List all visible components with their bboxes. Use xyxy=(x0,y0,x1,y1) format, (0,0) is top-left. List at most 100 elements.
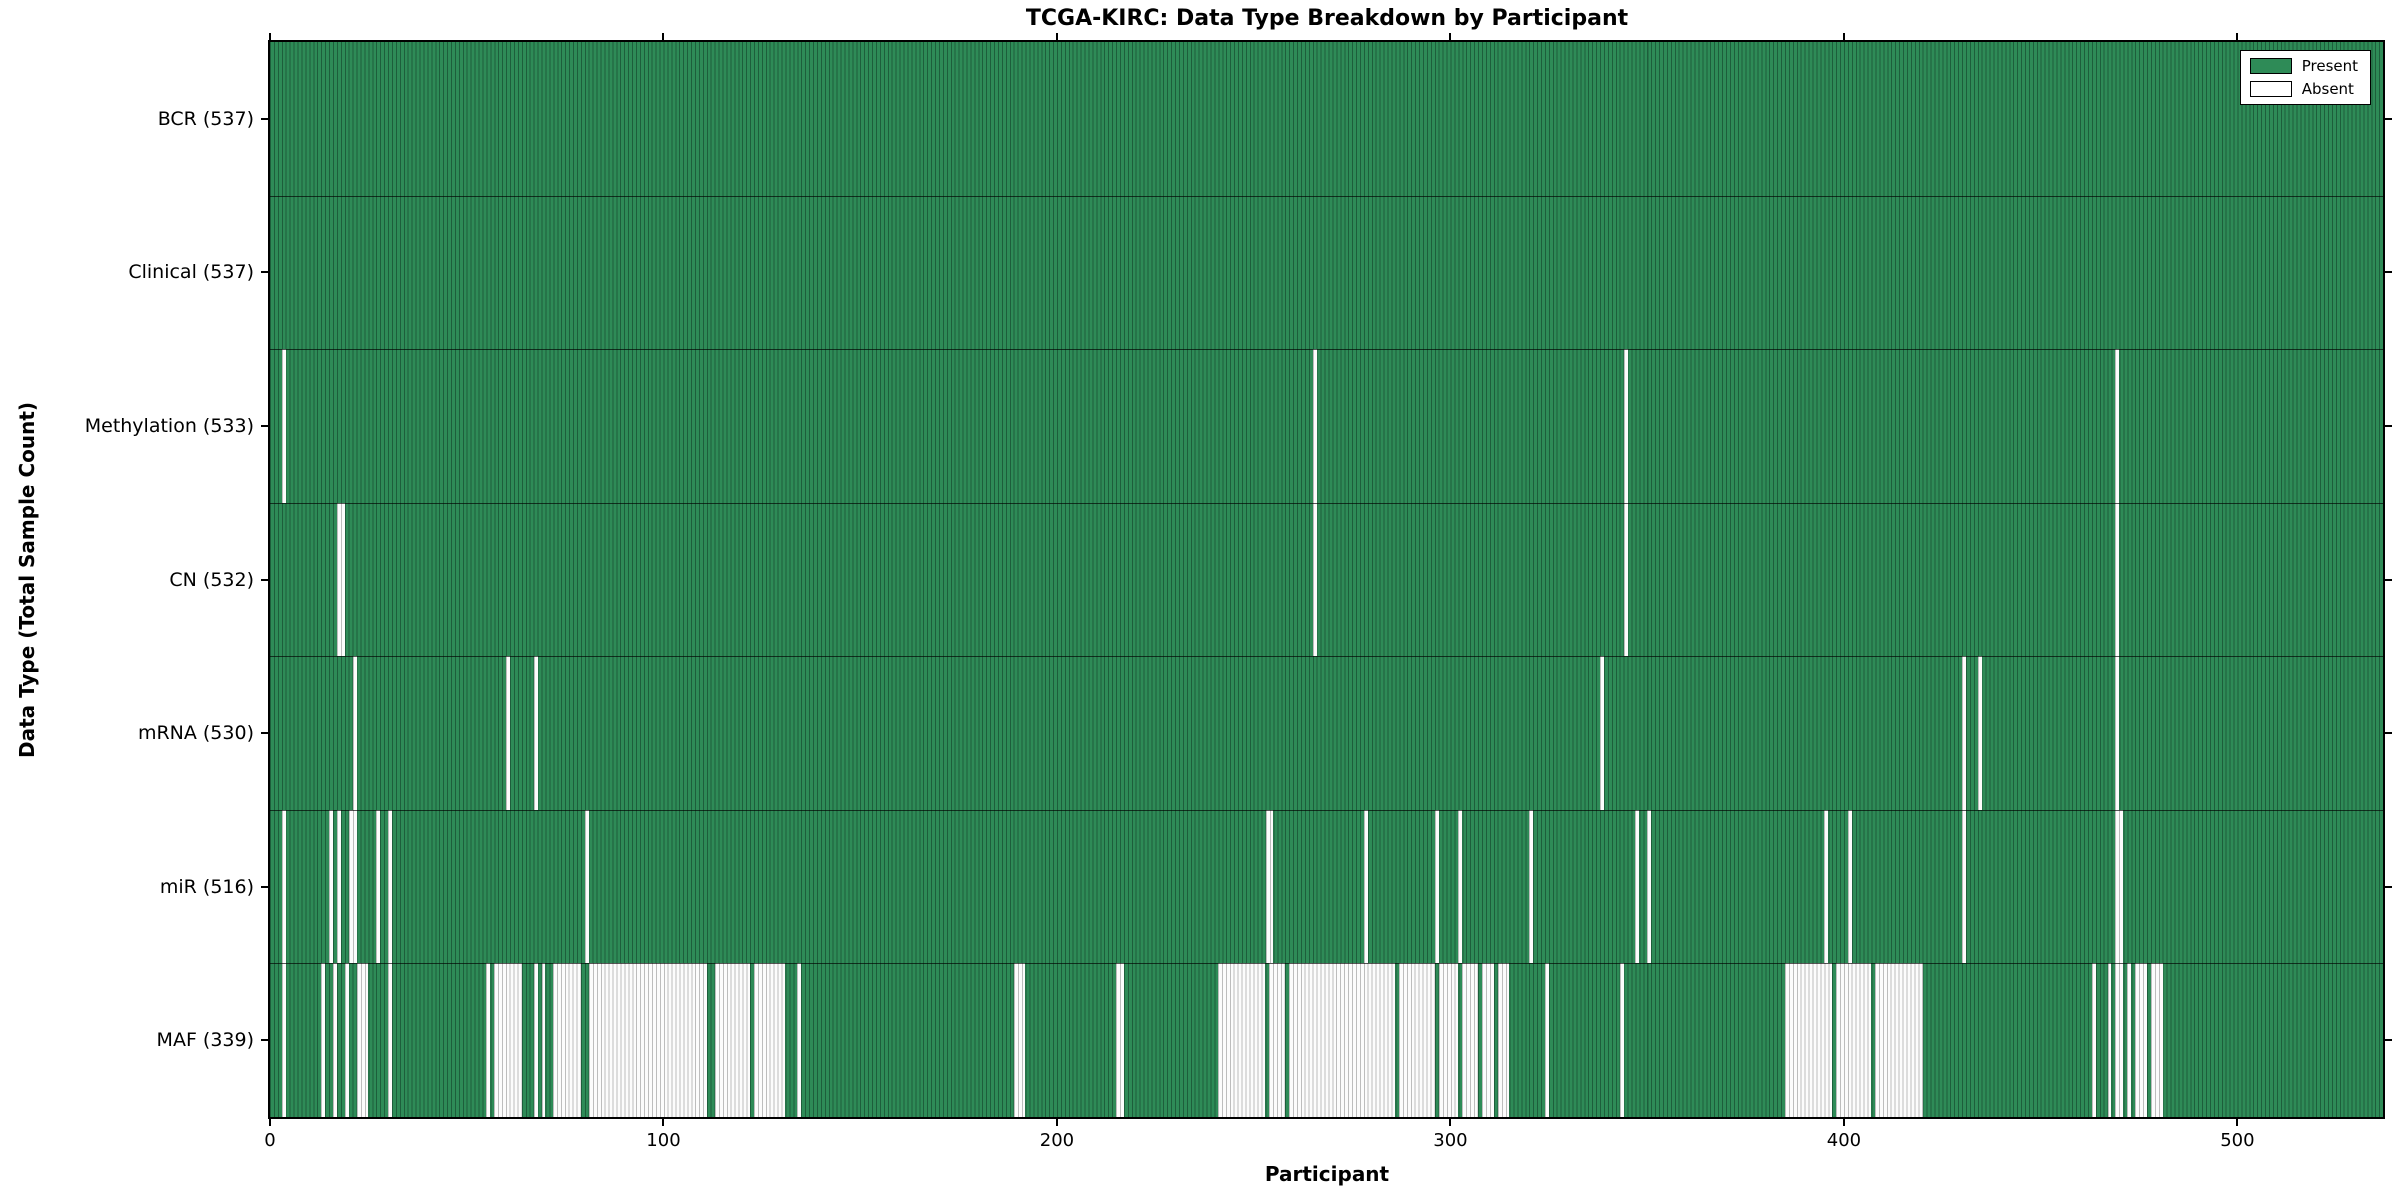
y-tick xyxy=(2383,424,2392,427)
row-separator xyxy=(270,656,2383,658)
absent-stripe xyxy=(2091,963,2096,1117)
absent-stripe xyxy=(1961,809,1966,964)
absent-stripe xyxy=(2115,656,2120,810)
y-tick xyxy=(2383,271,2392,274)
absent-stripe xyxy=(1399,963,1435,1117)
row-methylation xyxy=(270,349,2383,503)
absent-stripe xyxy=(1312,502,1317,657)
absent-stripe xyxy=(348,809,357,964)
absent-stripe xyxy=(2135,963,2147,1117)
absent-stripe xyxy=(797,963,802,1117)
row-label: MAF (339) xyxy=(156,1029,254,1052)
absent-stripe xyxy=(486,963,491,1117)
absent-stripe xyxy=(281,349,286,503)
row-label: Methylation (533) xyxy=(84,414,254,437)
absent-stripe xyxy=(352,656,357,810)
row-label: CN (532) xyxy=(169,568,254,591)
absent-stripe xyxy=(2115,809,2124,964)
x-tick xyxy=(269,33,271,42)
absent-stripe xyxy=(1623,502,1628,657)
absent-stripe xyxy=(1497,963,1510,1117)
y-tick xyxy=(2383,578,2392,581)
x-tick-label: 300 xyxy=(1433,1130,1468,1151)
absent-stripe xyxy=(1836,963,1872,1117)
plot-area: Present Absent xyxy=(261,33,2392,1126)
x-tick xyxy=(2236,33,2239,42)
absent-stripe xyxy=(1115,963,1124,1117)
chart-title: TCGA-KIRC: Data Type Breakdown by Partic… xyxy=(1025,6,1629,31)
absent-stripe xyxy=(1619,963,1624,1117)
legend-present-label: Present xyxy=(2301,57,2358,75)
y-tick xyxy=(261,885,270,888)
row-mir xyxy=(270,809,2383,964)
absent-stripe xyxy=(494,963,522,1117)
absent-stripe xyxy=(336,809,341,964)
absent-stripe xyxy=(541,963,546,1117)
x-tick xyxy=(1449,33,1452,42)
absent-stripe xyxy=(388,963,392,1117)
y-tick xyxy=(2383,117,2392,120)
row-separator xyxy=(270,963,2383,965)
absent-stripe xyxy=(336,502,345,657)
legend-present-swatch xyxy=(2249,58,2292,74)
x-axis-label: Participant xyxy=(1264,1162,1390,1186)
absent-stripe xyxy=(588,963,707,1117)
absent-stripe xyxy=(281,809,286,964)
row-separator xyxy=(270,195,2383,197)
y-tick xyxy=(261,271,270,274)
absent-stripe xyxy=(1013,963,1026,1117)
row-label: Clinical (537) xyxy=(128,261,254,284)
absent-stripe xyxy=(584,809,589,964)
absent-stripe xyxy=(1544,963,1549,1117)
row-clinical xyxy=(270,196,2383,350)
absent-stripe xyxy=(2115,502,2120,657)
absent-stripe xyxy=(1269,963,1286,1117)
absent-stripe xyxy=(2115,349,2120,503)
absent-stripe xyxy=(2150,963,2163,1117)
x-tick xyxy=(1055,33,1058,42)
absent-stripe xyxy=(714,963,751,1117)
row-separator xyxy=(270,502,2383,504)
row-separator xyxy=(270,809,2383,811)
absent-stripe xyxy=(1529,809,1534,964)
absent-stripe xyxy=(1434,809,1439,964)
x-tick-label: 0 xyxy=(264,1130,276,1151)
row-label: BCR (537) xyxy=(157,107,254,130)
absent-stripe xyxy=(533,656,538,810)
absent-stripe xyxy=(1599,656,1604,810)
absent-stripe xyxy=(332,963,337,1117)
absent-stripe xyxy=(1312,349,1317,503)
row-separator xyxy=(270,349,2383,351)
y-tick xyxy=(261,424,270,427)
absent-stripe xyxy=(1458,809,1463,964)
absent-stripe xyxy=(1961,656,1966,810)
absent-stripe xyxy=(2107,963,2112,1117)
x-tick-label: 500 xyxy=(2220,1130,2255,1151)
absent-stripe xyxy=(533,963,538,1117)
absent-stripe xyxy=(1875,963,1923,1117)
absent-stripe xyxy=(1363,809,1368,964)
legend-absent-swatch xyxy=(2249,81,2292,97)
y-tick xyxy=(261,732,270,735)
y-tick xyxy=(2383,885,2392,888)
legend-absent-label: Absent xyxy=(2301,80,2354,98)
absent-stripe xyxy=(1218,963,1266,1117)
y-tick xyxy=(261,578,270,581)
y-tick xyxy=(2383,1039,2392,1042)
x-tick-label: 200 xyxy=(1039,1130,1075,1151)
absent-stripe xyxy=(1647,809,1652,964)
y-tick xyxy=(2383,732,2392,735)
absent-stripe xyxy=(321,963,326,1117)
absent-stripe xyxy=(1438,963,1459,1117)
y-tick xyxy=(261,117,270,120)
row-cn xyxy=(270,502,2383,657)
row-label: miR (516) xyxy=(159,875,254,898)
absent-stripe xyxy=(1784,963,1833,1117)
absent-stripe xyxy=(1847,809,1852,964)
absent-stripe xyxy=(388,809,392,964)
absent-stripe xyxy=(553,963,581,1117)
absent-stripe xyxy=(1977,656,1982,810)
x-tick xyxy=(662,33,665,42)
y-tick xyxy=(261,1039,270,1042)
